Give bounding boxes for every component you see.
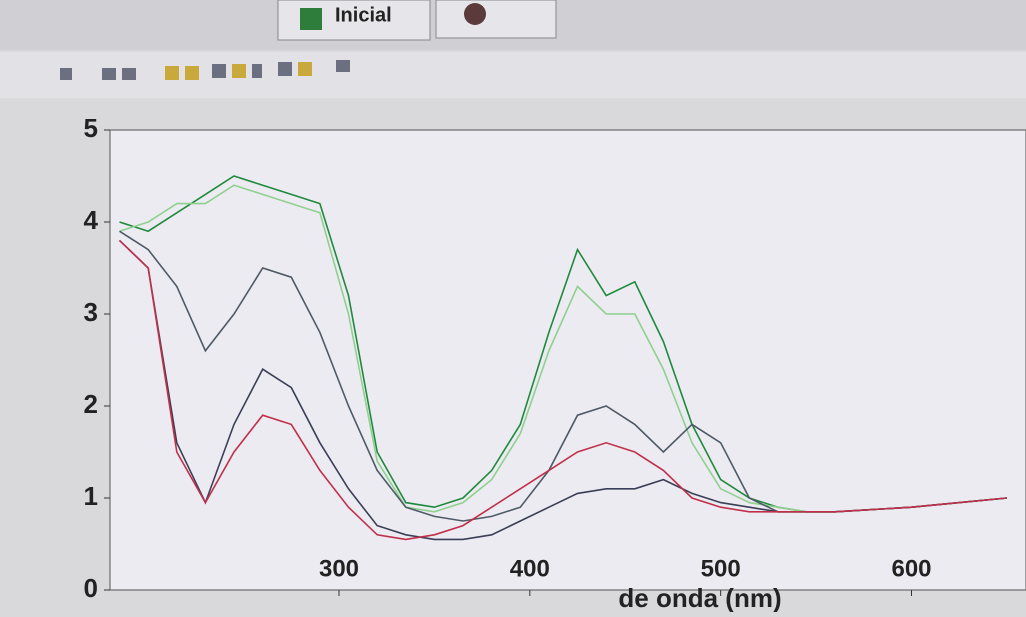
toolbar-icons [60, 60, 350, 80]
y-tick-label: 2 [84, 389, 98, 419]
series-line [119, 230, 1007, 522]
x-tick-label: 500 [701, 555, 741, 582]
y-tick-label: 5 [84, 113, 98, 143]
y-tick-label: 1 [84, 481, 98, 511]
x-tick-label: 300 [319, 555, 359, 582]
series-line [118, 239, 1007, 541]
y-tick-label: 4 [84, 205, 99, 235]
x-axis-label: de onda (nm) [618, 583, 781, 612]
series-line [119, 175, 1007, 513]
button-icon [300, 8, 322, 30]
button-label: Inicial [335, 4, 392, 26]
plot-area [109, 129, 1026, 591]
toolbar [0, 52, 1026, 98]
y-tick-label: 3 [84, 297, 98, 327]
y-tick-label: 0 [84, 573, 98, 603]
button-icon [464, 3, 486, 25]
x-tick-label: 400 [510, 555, 550, 582]
button[interactable] [435, 0, 557, 39]
x-tick-label: 600 [891, 555, 931, 582]
series-line [118, 239, 1007, 541]
